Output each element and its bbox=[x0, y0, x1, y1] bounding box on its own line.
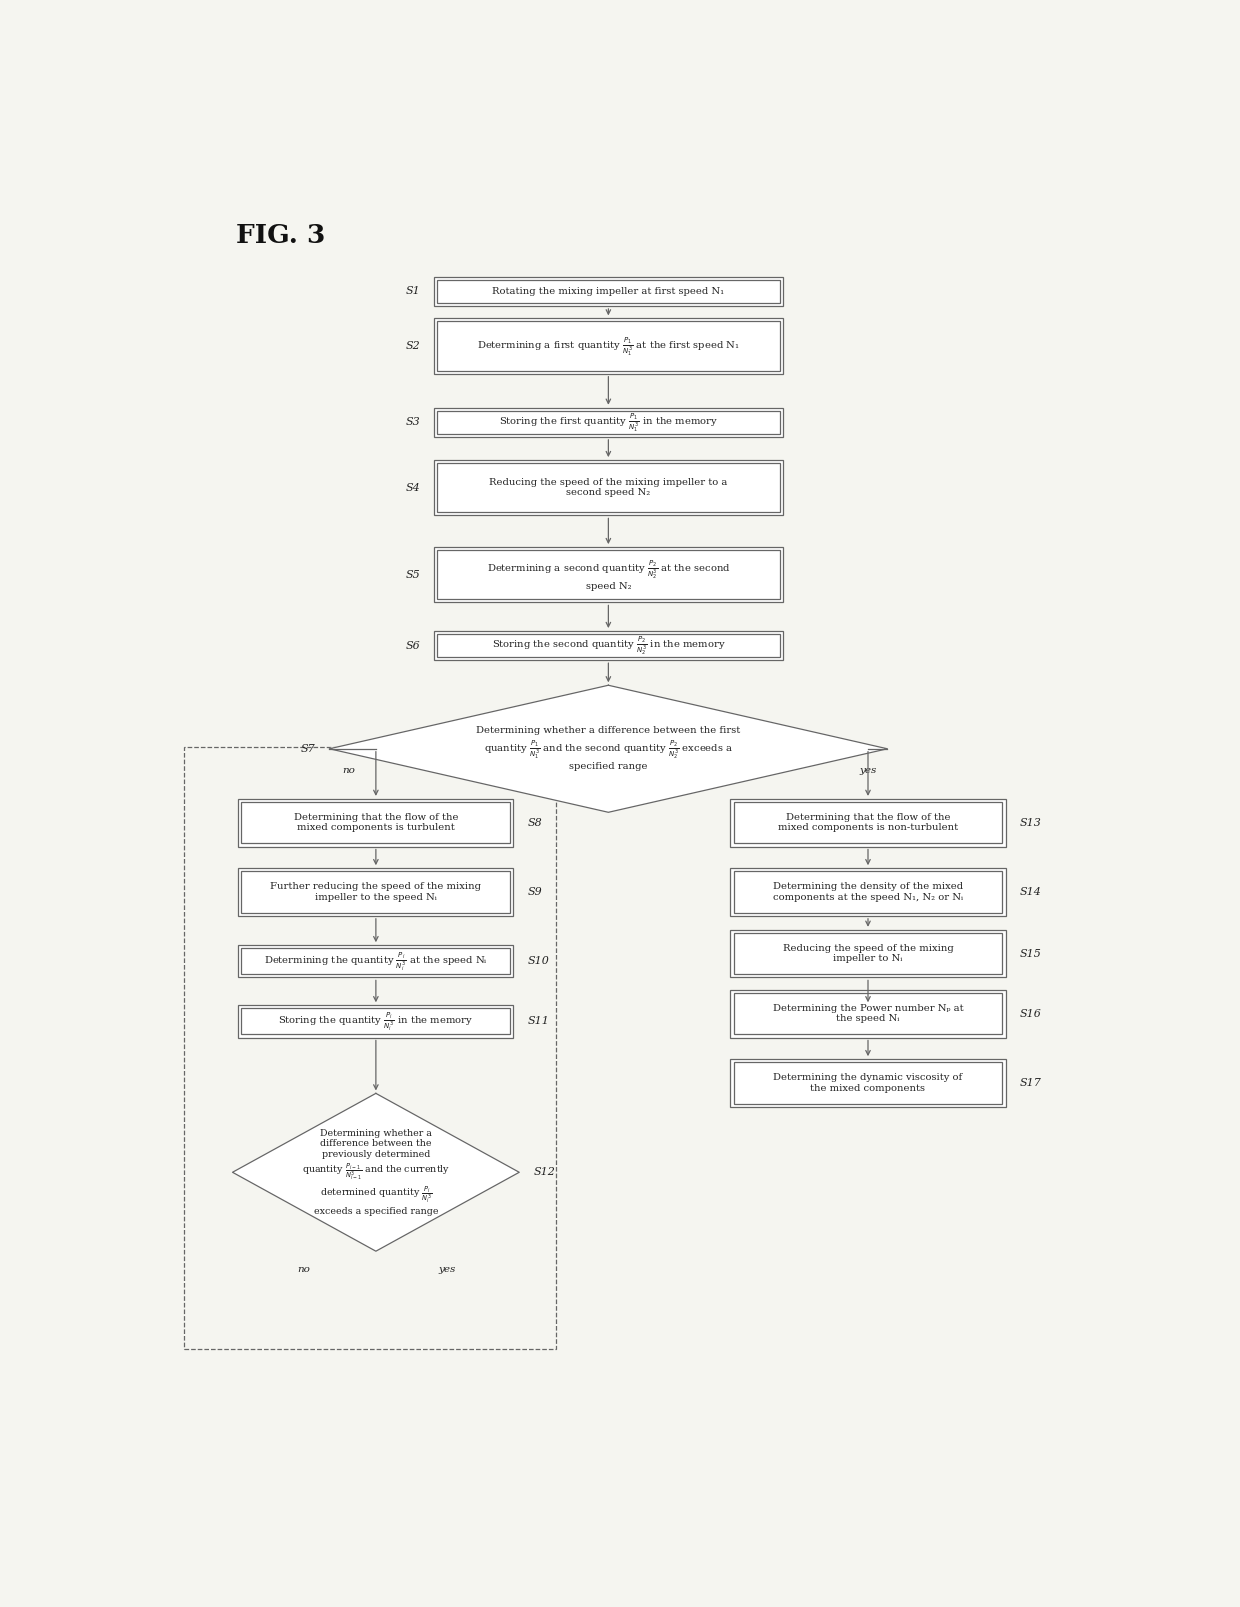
Text: S11: S11 bbox=[527, 1016, 549, 1027]
Text: S6: S6 bbox=[405, 641, 420, 651]
Bar bbox=[734, 1062, 1002, 1104]
Text: S2: S2 bbox=[405, 341, 420, 350]
Bar bbox=[434, 276, 782, 305]
Bar bbox=[734, 802, 1002, 844]
Bar bbox=[436, 280, 780, 304]
Text: FIG. 3: FIG. 3 bbox=[237, 223, 326, 247]
Text: Determining whether a
difference between the
previously determined
quantity $\fr: Determining whether a difference between… bbox=[301, 1130, 450, 1215]
Bar bbox=[730, 1059, 1006, 1107]
Bar bbox=[238, 1006, 513, 1038]
Text: Rotating the mixing impeller at first speed N₁: Rotating the mixing impeller at first sp… bbox=[492, 288, 724, 296]
Bar bbox=[730, 990, 1006, 1038]
Text: Storing the quantity $\frac{P_i}{N_i^3}$ in the memory: Storing the quantity $\frac{P_i}{N_i^3}$… bbox=[279, 1009, 474, 1033]
Text: S15: S15 bbox=[1019, 948, 1042, 959]
Bar bbox=[434, 318, 782, 374]
Bar bbox=[242, 948, 511, 974]
Text: S3: S3 bbox=[405, 418, 420, 427]
Bar bbox=[730, 868, 1006, 916]
Text: Determining a second quantity $\frac{P_2}{N_2^3}$ at the second
speed N₂: Determining a second quantity $\frac{P_2… bbox=[486, 558, 730, 591]
Bar bbox=[436, 321, 780, 371]
Bar bbox=[734, 871, 1002, 913]
Text: Storing the second quantity $\frac{P_2}{N_2^3}$ in the memory: Storing the second quantity $\frac{P_2}{… bbox=[491, 635, 725, 657]
Bar bbox=[734, 932, 1002, 974]
Text: no: no bbox=[298, 1265, 311, 1274]
Text: S12: S12 bbox=[533, 1167, 556, 1178]
Polygon shape bbox=[330, 685, 888, 812]
Text: Determining the density of the mixed
components at the speed N₁, N₂ or Nᵢ: Determining the density of the mixed com… bbox=[773, 882, 963, 902]
Bar bbox=[238, 945, 513, 977]
Text: yes: yes bbox=[439, 1265, 456, 1274]
Bar bbox=[730, 930, 1006, 977]
Text: S5: S5 bbox=[405, 570, 420, 580]
Bar bbox=[242, 1008, 511, 1035]
Text: yes: yes bbox=[859, 767, 877, 775]
Text: Reducing the speed of the mixing
impeller to Nᵢ: Reducing the speed of the mixing impelle… bbox=[782, 943, 954, 963]
Bar bbox=[238, 799, 513, 847]
Text: Determining that the flow of the
mixed components is turbulent: Determining that the flow of the mixed c… bbox=[294, 813, 458, 832]
Bar bbox=[436, 550, 780, 599]
Bar bbox=[734, 993, 1002, 1035]
Bar bbox=[242, 871, 511, 913]
Text: Determining that the flow of the
mixed components is non-turbulent: Determining that the flow of the mixed c… bbox=[777, 813, 959, 832]
Bar bbox=[434, 632, 782, 660]
Bar bbox=[434, 408, 782, 437]
Text: Reducing the speed of the mixing impeller to a
second speed N₂: Reducing the speed of the mixing impelle… bbox=[490, 477, 728, 498]
Text: Determining a first quantity $\frac{P_1}{N_1^3}$ at the first speed N₁: Determining a first quantity $\frac{P_1}… bbox=[477, 334, 740, 357]
Text: no: no bbox=[342, 767, 355, 775]
Bar bbox=[242, 802, 511, 844]
Bar bbox=[436, 411, 780, 434]
Text: S10: S10 bbox=[527, 956, 549, 966]
Bar bbox=[238, 868, 513, 916]
Text: S9: S9 bbox=[527, 887, 542, 897]
Text: Storing the first quantity $\frac{P_1}{N_1^3}$ in the memory: Storing the first quantity $\frac{P_1}{N… bbox=[498, 411, 718, 434]
Bar bbox=[436, 635, 780, 657]
Text: S14: S14 bbox=[1019, 887, 1042, 897]
Text: S1: S1 bbox=[405, 286, 420, 296]
Bar bbox=[185, 747, 556, 1350]
Text: S7: S7 bbox=[300, 744, 315, 754]
Text: S8: S8 bbox=[527, 818, 542, 828]
Bar bbox=[436, 463, 780, 513]
Text: S4: S4 bbox=[405, 482, 420, 493]
Text: Determining the quantity $\frac{P_i}{N_i^3}$ at the speed Nᵢ: Determining the quantity $\frac{P_i}{N_i… bbox=[264, 950, 487, 972]
Bar bbox=[434, 546, 782, 603]
Text: S16: S16 bbox=[1019, 1009, 1042, 1019]
Text: S13: S13 bbox=[1019, 818, 1042, 828]
Text: S17: S17 bbox=[1019, 1078, 1042, 1088]
Polygon shape bbox=[233, 1093, 520, 1252]
Text: Determining whether a difference between the first
quantity $\frac{P_1}{N_1^3}$ : Determining whether a difference between… bbox=[476, 726, 740, 771]
Bar bbox=[434, 460, 782, 516]
Text: Determining the Power number Nₚ at
the speed Nᵢ: Determining the Power number Nₚ at the s… bbox=[773, 1004, 963, 1024]
Text: Further reducing the speed of the mixing
impeller to the speed Nᵢ: Further reducing the speed of the mixing… bbox=[270, 882, 481, 902]
Text: Determining the dynamic viscosity of
the mixed components: Determining the dynamic viscosity of the… bbox=[774, 1073, 962, 1093]
Bar bbox=[730, 799, 1006, 847]
